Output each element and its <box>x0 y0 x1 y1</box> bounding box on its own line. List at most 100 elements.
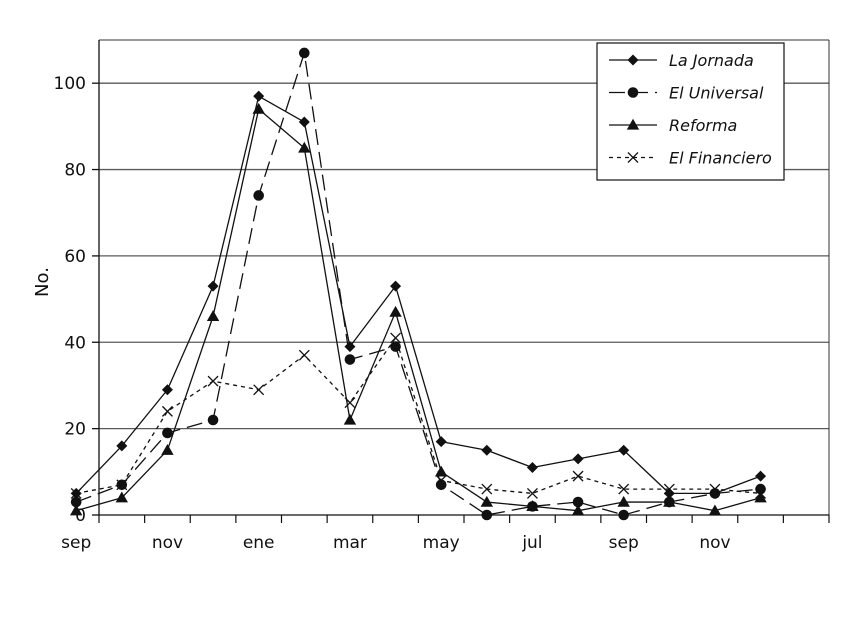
series-la-jornada <box>70 90 767 499</box>
x-marker-stroke <box>618 483 630 495</box>
series-lines <box>69 47 767 521</box>
x-marker <box>70 487 82 499</box>
x-tick-label: nov <box>699 533 730 553</box>
x-marker <box>390 332 402 344</box>
x-marker <box>709 483 721 495</box>
x-tick-label: mar <box>333 533 367 553</box>
diamond-marker <box>526 462 538 473</box>
triangle-marker <box>663 495 676 507</box>
x-marker-stroke <box>481 483 493 495</box>
circle-marker <box>627 87 639 98</box>
y-tick-label: 20 <box>64 420 86 440</box>
triangle-marker <box>754 491 767 503</box>
x-marker <box>435 474 447 486</box>
x-marker <box>116 479 128 491</box>
circle-marker <box>70 496 82 508</box>
x-marker-stroke <box>116 479 128 491</box>
triangle-marker <box>571 504 585 516</box>
triangle-marker <box>480 495 494 507</box>
triangle-marker <box>434 465 448 477</box>
x-marker <box>481 483 493 495</box>
x-tick-label: sep <box>609 533 639 553</box>
series-line-la-jornada <box>75 95 761 495</box>
triangle-marker <box>206 310 220 322</box>
triangle-marker <box>389 305 402 317</box>
x-tick-label: sep <box>61 533 91 553</box>
y-tick-label: 0 <box>75 506 86 526</box>
y-tick-label: 80 <box>64 161 86 181</box>
diamond-marker <box>116 440 128 452</box>
legend: La Jornada El Universal Reforma El Financie… <box>596 42 785 181</box>
x-marker-stroke <box>390 332 402 344</box>
diamond-marker <box>390 280 402 292</box>
legend-label: Reforma <box>669 116 737 135</box>
diamond-marker <box>618 444 630 456</box>
triangle-marker <box>252 102 265 114</box>
x-marker <box>253 384 265 396</box>
series-line-el-universal <box>75 52 761 516</box>
axes: 0 20 40 60 80 100 sep nov ene mar may jul sep nov <box>54 39 830 553</box>
x-tick-label: ene <box>243 533 275 553</box>
circle-marker <box>162 427 173 439</box>
x-marker-stroke <box>161 405 173 417</box>
legend-item: Reforma <box>609 116 737 135</box>
x-marker-stroke <box>572 470 584 482</box>
series-reforma <box>69 102 767 516</box>
x-tick-label: may <box>423 533 460 553</box>
series-el-universal <box>70 47 766 521</box>
legend-label: La Jornada <box>669 51 754 70</box>
x-marker <box>627 152 639 163</box>
triangle-marker <box>526 500 539 512</box>
triangle-marker <box>69 504 83 516</box>
x-marker-stroke <box>526 487 538 499</box>
diamond-marker <box>253 90 265 102</box>
circle-marker <box>435 479 447 491</box>
diamond-marker <box>207 280 219 292</box>
circle-marker <box>709 488 721 499</box>
triangle-marker <box>343 413 357 425</box>
x-marker-stroke <box>298 349 310 361</box>
x-marker-stroke <box>207 375 219 387</box>
diamond-marker <box>435 436 447 448</box>
y-tick-label: 100 <box>54 74 86 94</box>
x-marker <box>344 397 356 409</box>
diamond-marker <box>755 470 767 482</box>
x-marker-stroke <box>755 487 767 499</box>
series-el-financiero <box>70 332 767 499</box>
x-marker <box>618 483 630 495</box>
x-marker <box>572 470 584 482</box>
triangle-marker <box>708 504 722 516</box>
y-tick-label: 60 <box>64 247 86 267</box>
diamond-marker <box>481 444 493 456</box>
series-line-el-financiero <box>76 337 761 495</box>
series-line-reforma <box>76 108 761 512</box>
triangle-marker <box>161 444 174 455</box>
diamond-marker <box>572 453 584 465</box>
diamond-marker <box>161 384 173 396</box>
x-marker <box>207 375 219 387</box>
x-marker <box>663 483 675 495</box>
x-marker <box>755 487 767 499</box>
legend-label: El Universal <box>669 84 764 103</box>
triangle-marker <box>617 495 630 507</box>
x-marker-stroke <box>344 397 356 409</box>
triangle-marker <box>298 141 311 153</box>
legend-item: La Jornada <box>609 51 754 70</box>
legend-item: El Financiero <box>609 149 772 168</box>
x-marker-stroke <box>709 483 721 495</box>
x-marker <box>298 349 310 361</box>
x-marker-stroke <box>627 152 639 163</box>
legend-label: El Financiero <box>669 149 772 168</box>
circle-marker <box>299 47 310 59</box>
x-marker-stroke <box>663 483 675 495</box>
circle-marker <box>344 354 356 365</box>
triangle-marker <box>115 491 129 503</box>
y-tick-label: 40 <box>64 333 86 353</box>
x-marker <box>161 405 173 417</box>
triangle-marker <box>626 118 640 130</box>
circle-marker <box>390 341 401 352</box>
x-marker-stroke <box>70 487 82 499</box>
circle-marker <box>572 496 584 508</box>
x-marker-stroke <box>435 474 447 486</box>
